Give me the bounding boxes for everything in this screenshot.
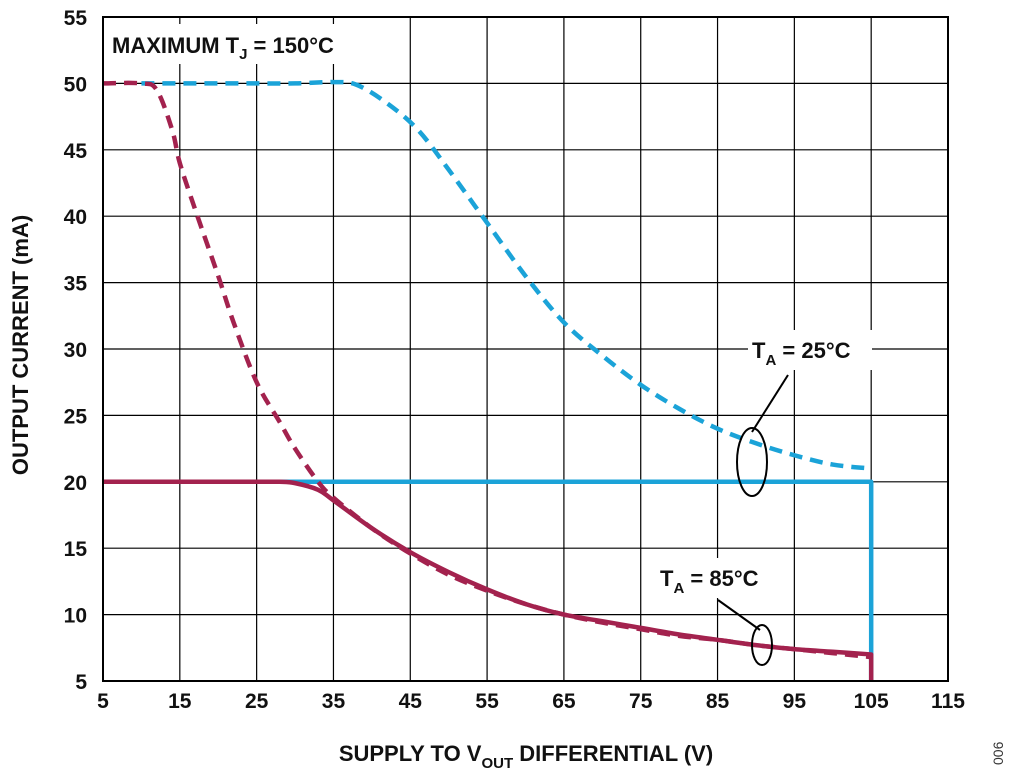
ta25-callout-ellipse — [736, 427, 768, 497]
x-tick-label: 45 — [399, 690, 423, 713]
ta25-leader-line — [751, 374, 789, 433]
max-tj-label: MAXIMUM TJ = 150°C — [112, 33, 334, 63]
x-tick-label: 75 — [629, 690, 653, 713]
ta85-label-background — [655, 558, 793, 598]
y-tick-label: 30 — [64, 339, 87, 362]
y-tick-label: 10 — [64, 605, 87, 628]
series-group — [102, 79, 874, 681]
y-tick-labels: 5 10 15 20 25 30 35 40 45 50 55 — [64, 7, 88, 694]
y-tick-label: 25 — [64, 405, 88, 428]
ta85-label: TA = 85°C — [660, 566, 759, 597]
y-tick-label: 5 — [75, 671, 87, 694]
y-tick-label: 15 — [64, 538, 88, 561]
x-tick-label: 5 — [97, 690, 109, 713]
ta25-label-background — [748, 330, 872, 370]
ta85-callout-ellipse — [751, 624, 773, 666]
y-tick-label: 35 — [64, 273, 88, 296]
series-ta25-max-line — [141, 79, 872, 471]
x-tick-label: 95 — [783, 690, 807, 713]
y-axis-title: OUTPUT CURRENT (mA) — [8, 215, 33, 475]
plot-frame — [102, 16, 949, 682]
x-tick-label: 35 — [322, 690, 346, 713]
series-ta85-max-line — [102, 80, 872, 660]
x-tick-label: 65 — [552, 690, 576, 713]
x-tick-label: 115 — [931, 690, 965, 713]
x-tick-label: 55 — [475, 690, 499, 713]
ta85-leader-line — [717, 599, 761, 631]
x-axis-title: SUPPLY TO VOUT DIFFERENTIAL (V) — [339, 741, 713, 772]
x-tick-label: 25 — [245, 690, 269, 713]
series-ta25-limit-line — [103, 479, 874, 681]
ta25-label: TA = 25°C — [752, 338, 851, 369]
y-tick-label: 20 — [64, 472, 87, 495]
y-tick-label: 50 — [64, 73, 87, 96]
x-tick-label: 105 — [854, 690, 889, 713]
max-tj-label-background — [106, 24, 408, 64]
y-tick-label: 40 — [64, 206, 87, 229]
x-tick-label: 15 — [168, 690, 192, 713]
x-tick-label: 85 — [706, 690, 730, 713]
y-tick-label: 55 — [64, 7, 88, 30]
x-tick-labels: 5 15 25 35 45 55 65 75 85 95 105 115 — [97, 690, 965, 713]
y-tick-label: 45 — [64, 140, 88, 163]
figure-code: 006 — [990, 741, 1006, 765]
